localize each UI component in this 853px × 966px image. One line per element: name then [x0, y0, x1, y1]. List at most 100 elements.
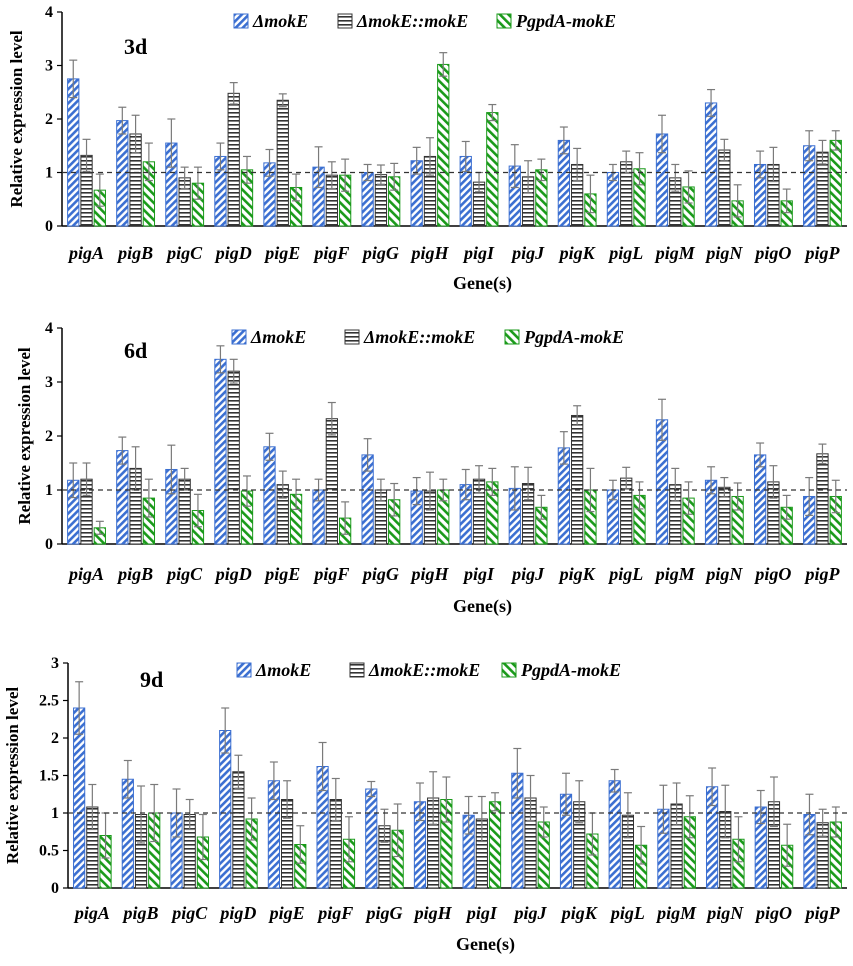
error-bar-pigK-series-1: [559, 431, 568, 465]
error-bar-pigD-series-1: [221, 707, 230, 754]
error-bar-pigF-series-3: [344, 816, 353, 863]
x-tick-label-pigC: pigC: [165, 243, 203, 263]
x-tick-label-pigG: pigG: [361, 564, 399, 584]
error-bar-pigD-series-2: [234, 754, 243, 789]
bar-pigN-series-2: [718, 149, 731, 227]
x-tick-label-pigI: pigI: [465, 903, 498, 923]
x-tick-label-pigD: pigD: [214, 564, 252, 584]
error-bar-pigA-series-2: [82, 462, 91, 496]
error-bar-pigM-series-3: [684, 170, 693, 204]
error-bar-pigI-series-3: [488, 467, 497, 496]
legend-swatch-series-1: [231, 329, 247, 345]
x-tick-label-pigC: pigC: [170, 903, 208, 923]
error-bar-pigO-series-3: [782, 494, 791, 520]
error-bar-pigL-series-1: [610, 768, 619, 793]
error-bar-pigK-series-3: [586, 467, 595, 513]
error-bar-pigC-series-1: [167, 444, 176, 495]
x-tick-label-pigK: pigK: [560, 903, 599, 923]
y-axis-label: Relative expression level: [15, 347, 34, 524]
error-bar-pigG-series-1: [363, 438, 372, 472]
error-bar-pigG-series-1: [367, 780, 376, 798]
error-bar-pigP-series-1: [805, 476, 814, 516]
error-bar-pigD-series-3: [247, 797, 256, 841]
error-bar-pigG-series-1: [363, 163, 372, 182]
x-tick-label-pigJ: pigJ: [510, 564, 545, 584]
error-bar-pigM-series-3: [684, 481, 693, 515]
error-bar-pigJ-series-1: [513, 747, 522, 799]
x-tick-label-pigM: pigM: [654, 564, 696, 584]
error-bar-pigM-series-1: [659, 784, 668, 834]
x-tick-label-pigO: pigO: [753, 243, 791, 263]
error-bar-pigN-series-3: [734, 816, 743, 863]
legend-swatch-series-2: [337, 13, 353, 29]
y-tick-label: 0: [51, 880, 59, 897]
error-bar-pigN-series-2: [721, 784, 730, 839]
error-bar-pigM-series-1: [657, 398, 666, 441]
bar-pigD-series-2: [227, 92, 240, 227]
error-bar-pigB-series-2: [137, 785, 146, 844]
legend-label-series-3: PgpdA-mokE: [515, 11, 616, 31]
y-tick-label: 3: [45, 374, 53, 391]
bar-pigP-series-2: [816, 453, 829, 545]
error-bar-pigE-series-1: [265, 432, 274, 461]
y-tick-label: 0.5: [39, 843, 59, 860]
error-bar-pigN-series-1: [708, 767, 717, 807]
error-bar-pigN-series-1: [707, 88, 716, 117]
error-bar-pigN-series-2: [720, 476, 729, 498]
error-bar-pigF-series-1: [318, 741, 327, 792]
x-axis-label: Gene(s): [453, 596, 512, 617]
error-bar-pigF-series-2: [327, 401, 336, 436]
error-bar-pigN-series-1: [707, 466, 716, 495]
error-bar-pigH-series-1: [415, 782, 424, 822]
error-bar-pigO-series-2: [769, 146, 778, 183]
error-bar-pigK-series-2: [573, 405, 582, 426]
error-bar-pigE-series-3: [292, 173, 301, 202]
error-bar-pigC-series-3: [193, 493, 202, 528]
bar-pigD-series-2: [232, 771, 245, 889]
chart-panel-9d: 0 0.5 1 1.5 2 2.5 3 Relative expression level pi…: [3, 655, 847, 955]
error-bar-pigM-series-1: [657, 114, 666, 154]
error-bar-pigE-series-2: [278, 93, 287, 108]
bar-pigP-series-3: [829, 139, 842, 227]
legend-label-series-2: ΔmokE::mokE: [368, 660, 480, 680]
error-bar-pigO-series-3: [783, 823, 792, 867]
error-bar-pigF-series-3: [341, 501, 350, 535]
bar-pigA-series-1: [67, 78, 80, 227]
error-bar-pigC-series-3: [198, 813, 207, 861]
x-tick-label-pigA: pigA: [67, 564, 104, 584]
error-bar-pigE-series-3: [296, 825, 305, 864]
error-bar-pigA-series-2: [82, 138, 91, 173]
error-bar-pigF-series-2: [327, 161, 336, 190]
error-bar-pigI-series-2: [475, 465, 484, 494]
error-bar-pigF-series-3: [341, 158, 350, 192]
legend-swatch-series-3: [501, 662, 517, 678]
error-bar-pigA-series-3: [95, 173, 104, 207]
error-bar-pigO-series-2: [769, 776, 778, 828]
bar-pigA-series-1: [73, 707, 86, 889]
x-tick-label-pigF: pigF: [316, 903, 353, 923]
x-tick-label-pigD: pigD: [218, 903, 256, 923]
error-bar-pigP-series-2: [818, 808, 827, 837]
error-bar-pigC-series-2: [185, 798, 194, 831]
error-bar-pigJ-series-2: [524, 160, 533, 194]
x-tick-label-pigF: pigF: [312, 243, 349, 263]
chart-panel-3d: 0 1 2 3 4 Relative expression level pigA pigB pi…: [7, 4, 847, 294]
error-bar-pigI-series-1: [464, 795, 473, 835]
x-tick-label-pigC: pigC: [165, 564, 203, 584]
error-bar-pigG-series-3: [390, 482, 399, 517]
x-tick-label-pigA: pigA: [73, 903, 110, 923]
error-bar-pigA-series-1: [69, 462, 78, 499]
error-bar-pigO-series-1: [756, 442, 765, 468]
panel-title: 9d: [140, 667, 163, 692]
bar-pigG-series-1: [365, 788, 378, 889]
y-tick-label: 2.5: [39, 693, 59, 710]
error-bar-pigJ-series-1: [510, 144, 519, 189]
y-tick-label: 1: [45, 482, 53, 499]
error-bar-pigO-series-1: [756, 789, 765, 825]
x-tick-label-pigN: pigN: [704, 243, 743, 263]
error-bar-pigN-series-2: [720, 138, 729, 162]
x-tick-label-pigO: pigO: [754, 903, 792, 923]
error-bar-pigO-series-1: [756, 150, 765, 179]
error-bar-pigE-series-2: [278, 470, 287, 499]
